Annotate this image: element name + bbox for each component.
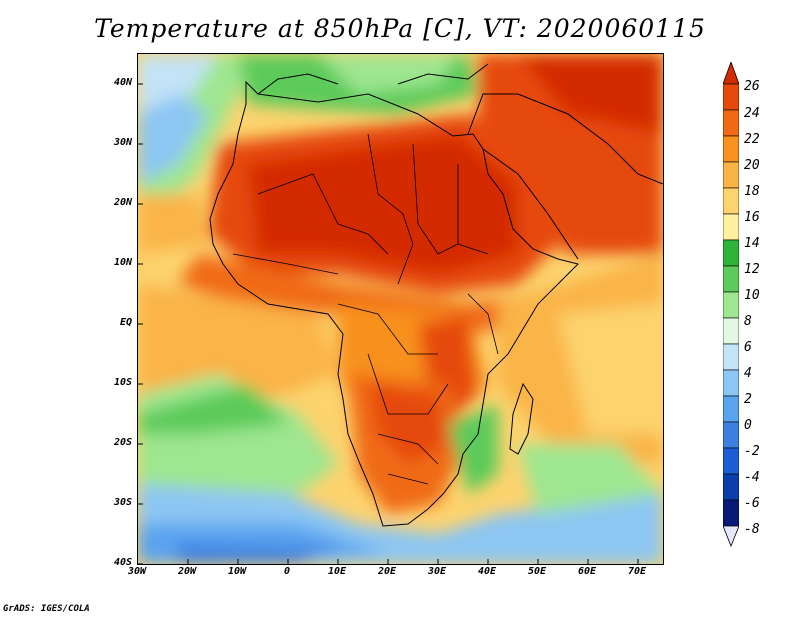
- lon-label-10w: 10W: [227, 566, 247, 577]
- colorbar-label: 10: [744, 288, 760, 303]
- colorbar-label: -6: [744, 496, 760, 511]
- colorbar-label: -2: [744, 444, 760, 459]
- colorbar-segment: [723, 161, 739, 189]
- colorbar-label: 18: [744, 184, 760, 199]
- colorbar-label: 26: [744, 79, 760, 94]
- lat-label-10s: 10S: [113, 377, 132, 388]
- colorbar-segment: [723, 421, 739, 449]
- colorbar-arrow-bottom: [723, 525, 739, 548]
- colorbar-segment: [723, 109, 739, 137]
- colorbar-label: 2: [744, 392, 752, 407]
- lat-label-30n: 30N: [113, 137, 132, 148]
- colorbar-label: 14: [744, 236, 760, 251]
- colorbar-label: 16: [744, 210, 760, 225]
- lat-label-20n: 20N: [113, 197, 132, 208]
- lat-label-30s: 30S: [113, 497, 132, 508]
- lon-label-30w: 30W: [127, 566, 147, 577]
- colorbar-segment: [723, 369, 739, 397]
- footer-credit: GrADS: IGES/COLA: [3, 604, 90, 614]
- colorbar: [723, 62, 739, 548]
- colorbar-segment: [723, 265, 739, 293]
- colorbar-segment: [723, 317, 739, 345]
- map-title: Temperature at 850hPa [C], VT: 202006011…: [94, 14, 706, 43]
- colorbar-segment: [723, 239, 739, 267]
- lon-label-60e: 60E: [577, 566, 597, 577]
- colorbar-label: 8: [744, 314, 752, 329]
- lon-label-0: 0: [283, 566, 291, 577]
- temperature-field: [138, 54, 663, 564]
- colorbar-label: 24: [744, 106, 760, 121]
- colorbar-segment: [723, 395, 739, 423]
- colorbar-segment: [723, 83, 739, 111]
- colorbar-segment: [723, 343, 739, 371]
- colorbar-label: 22: [744, 132, 760, 147]
- lon-label-20w: 20W: [177, 566, 197, 577]
- colorbar-label: -4: [744, 470, 760, 485]
- colorbar-label: 20: [744, 158, 760, 173]
- colorbar-label: -8: [744, 522, 760, 537]
- colorbar-label: 4: [744, 366, 752, 381]
- colorbar-segment: [723, 291, 739, 319]
- colorbar-arrow-top: [723, 62, 739, 85]
- lat-label-20s: 20S: [113, 437, 132, 448]
- colorbar-segment: [723, 447, 739, 475]
- colorbar-segment: [723, 187, 739, 215]
- lat-label-eq: EQ: [119, 317, 132, 328]
- temperature-map: [137, 53, 664, 565]
- colorbar-label: 6: [744, 340, 752, 355]
- lon-label-50e: 50E: [527, 566, 547, 577]
- lon-label-40e: 40E: [477, 566, 497, 577]
- colorbar-segment: [723, 213, 739, 241]
- colorbar-label: 0: [744, 418, 752, 433]
- lon-label-70e: 70E: [627, 566, 647, 577]
- colorbar-segment: [723, 135, 739, 163]
- lat-label-40n: 40N: [113, 77, 132, 88]
- lon-label-20e: 20E: [377, 566, 397, 577]
- lon-label-10e: 10E: [327, 566, 347, 577]
- colorbar-label: 12: [744, 262, 760, 277]
- colorbar-segment: [723, 473, 739, 501]
- lat-label-40s: 40S: [113, 557, 132, 568]
- lon-label-30e: 30E: [427, 566, 447, 577]
- colorbar-segment: [723, 499, 739, 527]
- lat-label-10n: 10N: [113, 257, 132, 268]
